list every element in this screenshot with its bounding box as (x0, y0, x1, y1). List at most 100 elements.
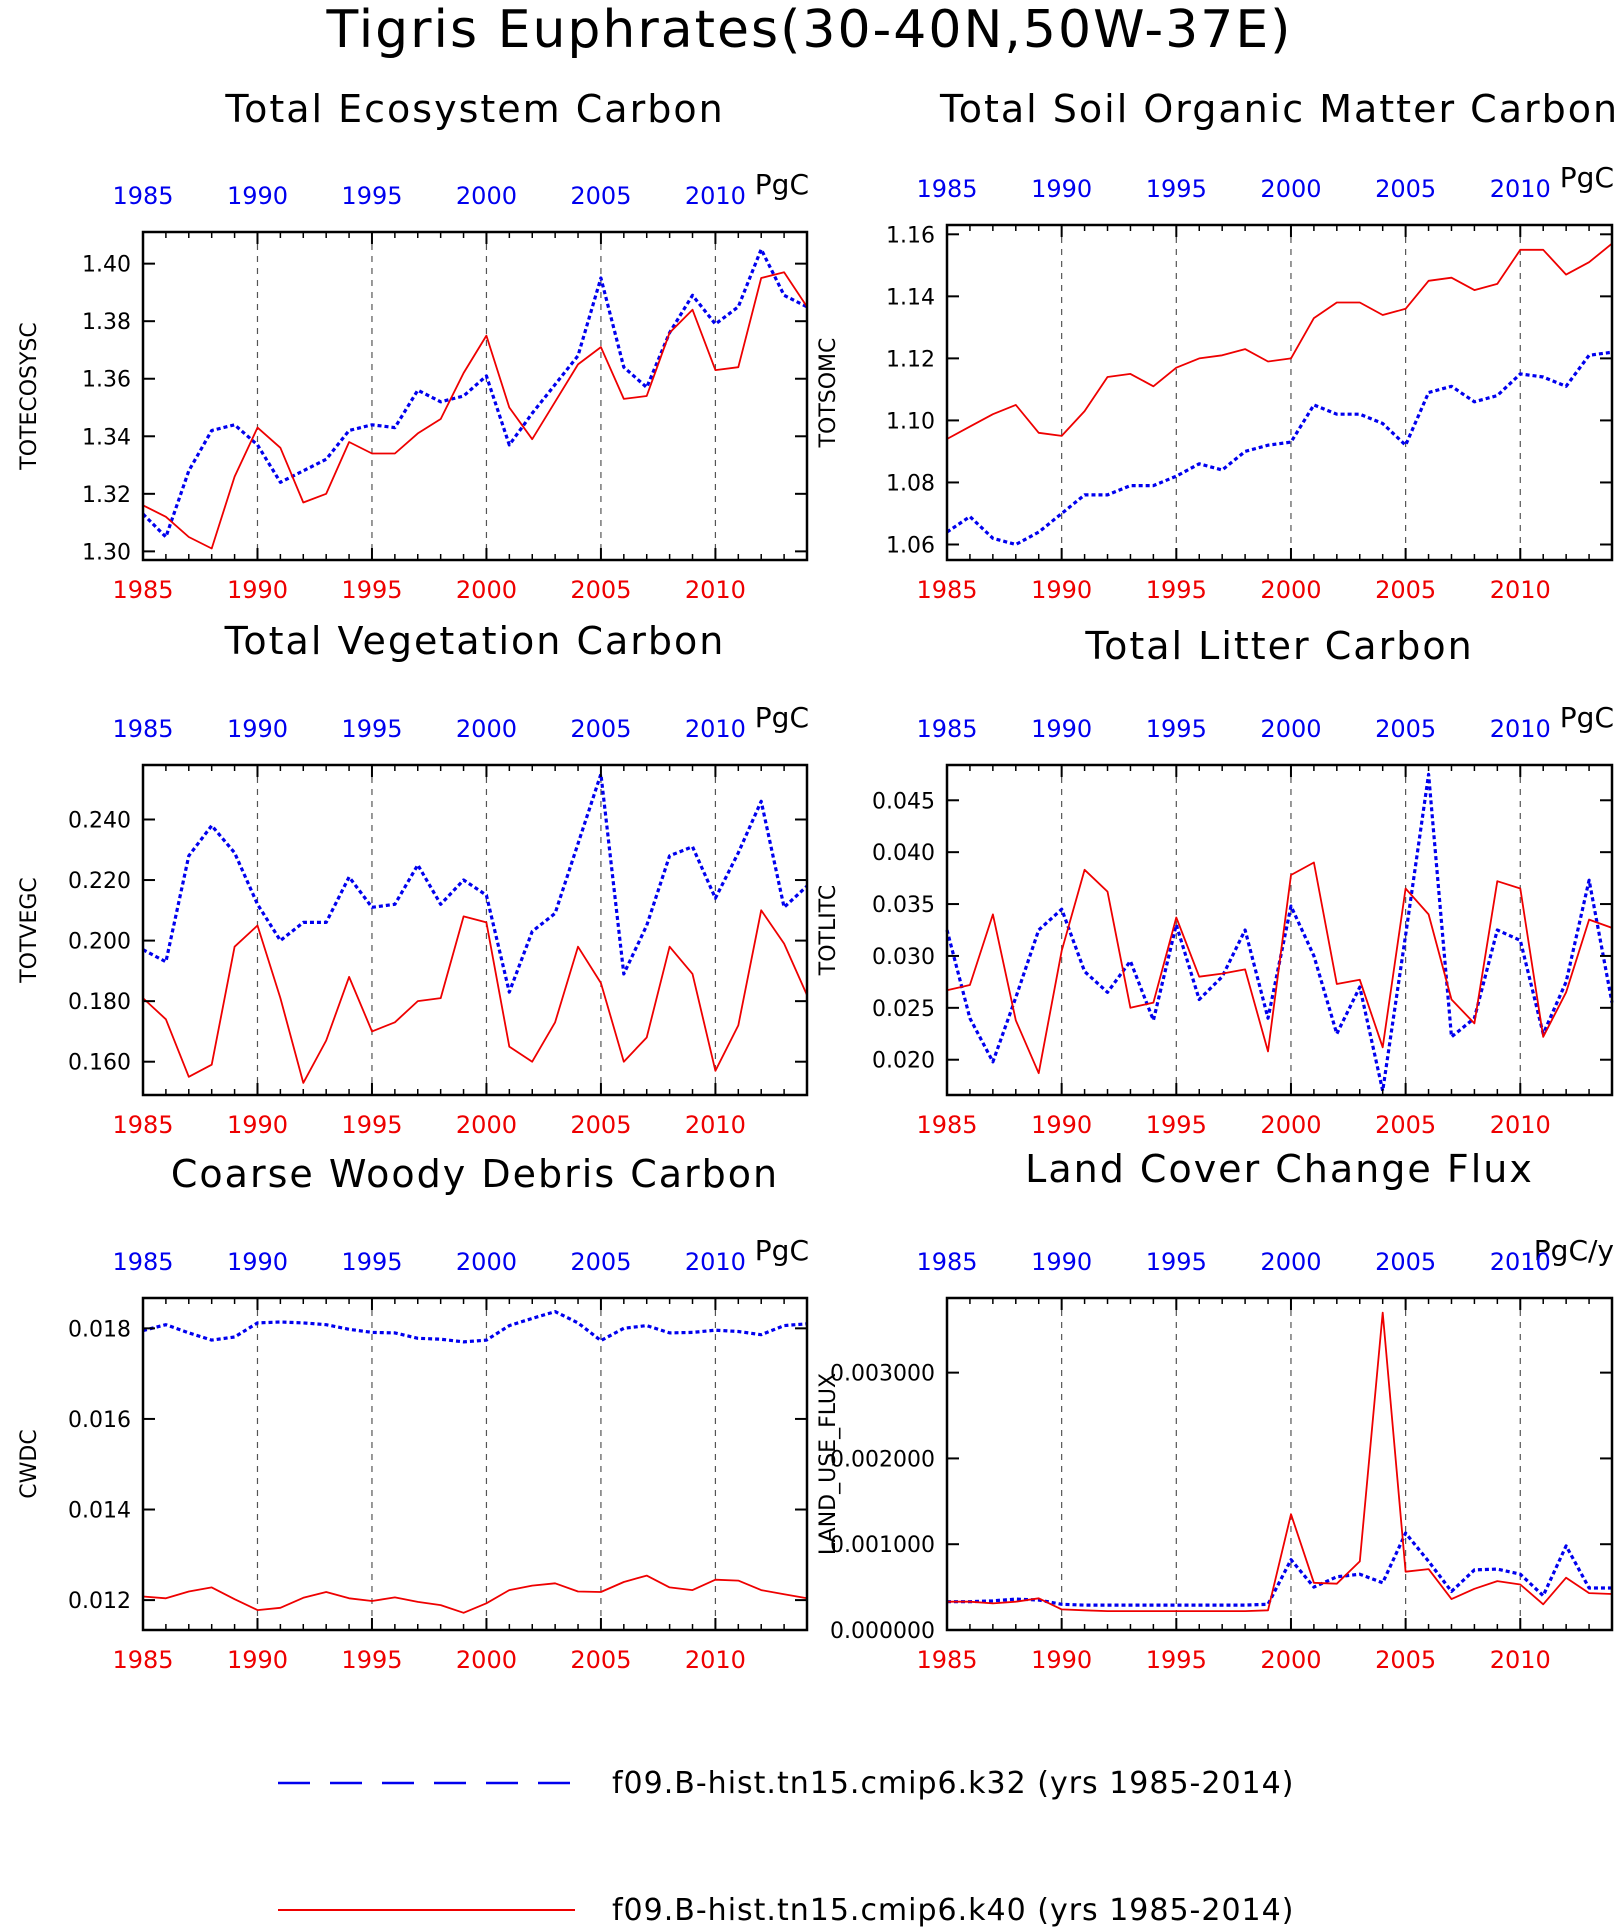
y-tick-label: 1.08 (886, 471, 935, 496)
y-tick-label: 1.10 (886, 409, 935, 434)
y-tick-label: 1.40 (82, 253, 131, 278)
x-tick-label-top: 1990 (227, 182, 288, 210)
y-tick-label: 1.06 (886, 533, 935, 558)
x-tick-label-top: 2000 (1260, 1248, 1321, 1276)
x-tick-label-bottom: 1995 (1146, 576, 1207, 604)
x-tick-label-top: 1995 (341, 715, 402, 743)
chart-title: Total Ecosystem Carbon (224, 87, 724, 131)
x-tick-label-top: 1985 (112, 1248, 173, 1276)
x-tick-label-top: 1995 (1146, 715, 1207, 743)
y-tick-label: 0.045 (872, 789, 935, 814)
x-tick-label-top: 1990 (227, 715, 288, 743)
chart-panel-5: Coarse Woody Debris Carbon PgC 0.012 0.014 0… (17, 1152, 809, 1674)
y-tick-label: 0.180 (68, 990, 131, 1015)
y-axis-label: CWDC (17, 1429, 42, 1498)
x-tick-label-bottom: 2000 (1260, 576, 1321, 604)
x-tick-label-bottom: 2010 (685, 1646, 746, 1674)
y-tick-label: 0.014 (68, 1499, 131, 1524)
chart-title: Total Vegetation Carbon (224, 619, 726, 663)
chart-panel-2: Total Soil Organic Matter Carbon PgC 1.06 1… (816, 87, 1617, 604)
x-tick-label-top: 1985 (916, 175, 977, 203)
x-tick-label-bottom: 2005 (570, 1111, 631, 1139)
chart-panel-6: Land Cover Change Flux PgC/y 0.000000 0.001… (816, 1147, 1614, 1674)
plot-frame (945, 1296, 1614, 1632)
x-tick-label-bottom: 2010 (1490, 1111, 1551, 1139)
legend: f09.B-hist.tn15.cmip6.k32 (yrs 1985-2014… (278, 1766, 1294, 1928)
x-tick-label-top: 1985 (916, 1248, 977, 1276)
units-label: PgC (755, 701, 809, 734)
chart-panel-1: Total Ecosystem Carbon PgC 1.30 1.32 1.34 1.3… (17, 87, 809, 604)
x-tick-label-bottom: 1990 (1031, 1646, 1092, 1674)
units-label: PgC (1560, 161, 1614, 194)
x-tick-label-bottom: 2010 (1490, 576, 1551, 604)
chart-panel-3: Total Vegetation Carbon PgC 0.160 0.180 0.20… (17, 619, 809, 1139)
x-tick-label-bottom: 2000 (456, 576, 517, 604)
y-tick-label: 1.32 (82, 483, 131, 508)
plot-frame (141, 230, 809, 562)
y-tick-label: 1.30 (82, 540, 131, 565)
x-tick-label-top: 1985 (916, 715, 977, 743)
x-tick-label-bottom: 2010 (1490, 1646, 1551, 1674)
x-tick-label-bottom: 1995 (341, 1646, 402, 1674)
x-tick-label-top: 2010 (685, 715, 746, 743)
x-tick-label-top: 1995 (341, 1248, 402, 1276)
page-title: Tigris Euphrates(30-40N,50W-37E) (326, 0, 1293, 60)
x-tick-label-top: 1990 (1031, 1248, 1092, 1276)
y-axis-label: TOTVEGC (17, 877, 42, 984)
x-tick-label-bottom: 2005 (1375, 1111, 1436, 1139)
x-tick-label-bottom: 1990 (227, 576, 288, 604)
y-axis-label: TOTECOSYSC (17, 322, 42, 471)
x-tick-label-bottom: 1995 (1146, 1111, 1207, 1139)
y-tick-label: 1.14 (886, 285, 935, 310)
chart-title: Total Litter Carbon (1084, 624, 1473, 668)
series-line-k32 (142, 772, 809, 994)
series-line-k40 (142, 909, 808, 1084)
series-line-k40 (142, 271, 808, 550)
x-tick-label-top: 1995 (1146, 175, 1207, 203)
series-line-k40 (946, 861, 1613, 1075)
x-tick-label-bottom: 2005 (1375, 576, 1436, 604)
y-axis-label: LAND_USE_FLUX (816, 1373, 841, 1555)
series-line-k40 (946, 242, 1613, 440)
x-tick-label-bottom: 2005 (570, 1646, 631, 1674)
y-tick-label: 1.38 (82, 310, 131, 335)
x-tick-label-bottom: 1990 (227, 1111, 288, 1139)
y-tick-label: 0.016 (68, 1408, 131, 1433)
series-line-k32 (142, 1309, 808, 1344)
chart-title: Land Cover Change Flux (1025, 1147, 1534, 1191)
x-tick-label-top: 2000 (456, 1248, 517, 1276)
series-line-k32 (141, 247, 808, 539)
x-tick-label-bottom: 2010 (685, 1111, 746, 1139)
x-tick-label-top: 2010 (1490, 1248, 1551, 1276)
x-tick-label-top: 1985 (112, 182, 173, 210)
y-tick-label: 0.035 (872, 893, 935, 918)
y-axis-label: TOTLITC (816, 885, 841, 976)
x-tick-label-bottom: 1995 (341, 576, 402, 604)
x-tick-label-top: 2005 (1375, 715, 1436, 743)
x-tick-label-bottom: 1990 (1031, 1111, 1092, 1139)
legend-label: f09.B-hist.tn15.cmip6.k40 (yrs 1985-2014… (612, 1893, 1294, 1928)
x-tick-label-bottom: 1990 (1031, 576, 1092, 604)
plot-frame (141, 1296, 809, 1632)
units-label: PgC/y (1534, 1234, 1614, 1267)
y-tick-label: 1.36 (82, 368, 131, 393)
x-tick-label-bottom: 1985 (916, 1111, 977, 1139)
x-tick-label-bottom: 2005 (1375, 1646, 1436, 1674)
x-tick-label-bottom: 1985 (112, 1111, 173, 1139)
y-tick-label: 0.003000 (830, 1362, 935, 1387)
y-tick-label: 0.001000 (830, 1533, 935, 1558)
x-tick-label-top: 2000 (1260, 715, 1321, 743)
y-axis-label: TOTSOMC (816, 338, 841, 449)
plot-frame (141, 763, 809, 1097)
y-tick-label: 0.020 (872, 1049, 935, 1074)
x-tick-label-top: 1995 (341, 182, 402, 210)
x-tick-label-top: 1990 (227, 1248, 288, 1276)
x-tick-label-top: 1990 (1031, 715, 1092, 743)
x-tick-label-bottom: 2010 (685, 576, 746, 604)
x-tick-label-top: 2005 (570, 182, 631, 210)
x-tick-label-bottom: 2000 (456, 1646, 517, 1674)
x-tick-label-bottom: 2000 (1260, 1646, 1321, 1674)
x-tick-label-bottom: 1985 (112, 576, 173, 604)
